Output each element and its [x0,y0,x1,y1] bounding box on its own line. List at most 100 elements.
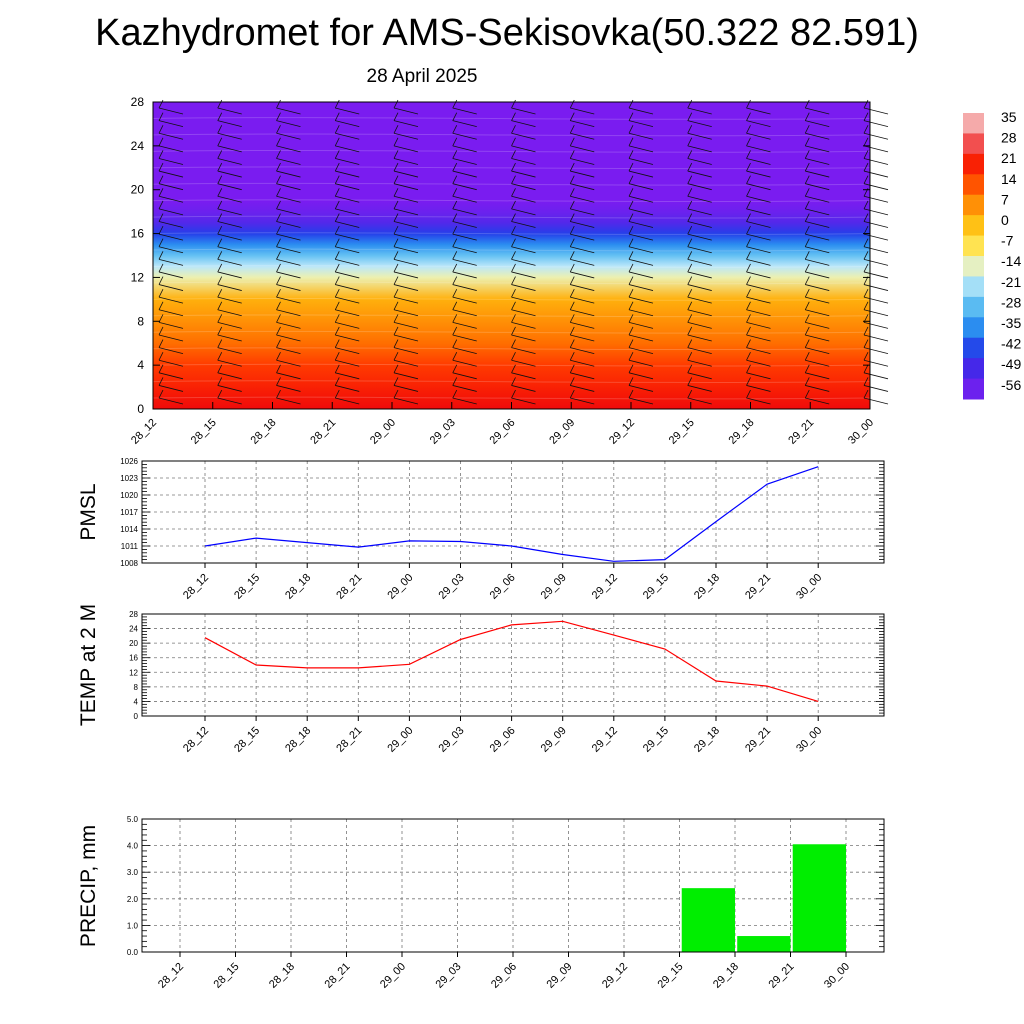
wind-barb-flag [158,276,164,285]
wind-barb [217,321,242,329]
wind-barb [746,385,771,392]
wind-barb-flag [628,276,634,285]
wind-barb-flag [393,276,399,285]
wind-barb [628,284,654,291]
x-tick-label: 28_21 [323,961,353,991]
wind-barb [217,284,242,291]
x-tick-label: 30_00 [846,417,876,447]
wind-barb [687,221,712,228]
wind-barb [511,195,536,203]
wind-barb-flag [511,99,516,109]
wind-barb [863,195,889,203]
wind-barb-flag [217,213,223,222]
wind-barb-flag [158,251,164,260]
wind-barb-flag [687,137,693,147]
wind-barb-flag [276,301,281,310]
wind-barb-flag [334,389,340,399]
wind-barb [158,183,184,191]
wind-barb [393,158,419,165]
wind-barb [687,284,712,291]
wind-barb-flag [158,112,164,121]
wind-barb-flag [804,125,810,134]
colorbar-segment [963,153,984,175]
wind-barb [335,183,360,191]
wind-barb [335,309,360,317]
y-tick-label: 1023 [120,474,138,483]
wind-barb-flag [276,288,281,298]
wind-barb-flag [452,150,458,159]
colorbar-segment [963,358,984,380]
wind-barb [276,145,301,153]
wind-barb-flag [863,339,869,348]
wind-barb-flag [863,125,869,134]
wind-barb-flag [804,251,810,260]
wind-barb [570,359,595,367]
wind-barb-flag [511,326,516,336]
wind-barb [687,246,712,254]
wind-barb [335,195,360,203]
wind-barb [158,233,184,241]
wind-barb-flag [628,301,634,310]
wind-barb-flag [511,238,516,247]
wind-barb-flag [746,99,751,109]
wind-barb-flag [158,263,164,273]
wind-barb [452,296,477,304]
wind-barb [276,296,301,304]
x-tick-label: 30_00 [794,572,824,602]
wind-barb-flag [217,162,223,172]
wind-barb [335,170,360,178]
wind-barb [335,334,360,342]
wind-barb-flag [628,112,634,121]
wind-barb-flag [217,326,223,336]
wind-barb [628,359,654,367]
wind-barb-flag [628,125,634,134]
wind-barb [805,359,830,367]
wind-barb [511,208,536,216]
wind-barb [276,107,301,115]
wind-barb-flag [393,288,399,298]
wind-barb [628,372,654,380]
wind-barb [511,321,536,329]
wind-barb-flag [746,137,751,147]
wind-barb [687,372,712,380]
wind-barb [335,347,360,354]
wind-barb-flag [334,276,340,285]
x-tick-label: 29_12 [590,725,620,755]
wind-barb-flag [276,137,281,147]
wind-barb-flag [569,225,575,235]
wind-barb [158,170,184,178]
wind-barb [628,258,654,266]
wind-barb-flag [569,288,575,298]
wind-barb-flag [628,377,634,386]
wind-barb [452,233,477,241]
x-tick-label: 29_21 [767,961,797,991]
wind-barb [628,132,654,140]
wind-barb-flag [804,263,810,273]
wind-barb [276,334,301,342]
wind-barb [863,359,889,367]
wind-barb-flag [158,137,164,147]
wind-barb [805,284,830,291]
wind-barb-flag [863,175,869,184]
wind-barb [393,372,419,380]
wind-barb-flag [276,99,281,109]
wind-barb-flag [746,301,751,310]
wind-barb [452,284,477,291]
wind-barb-flag [569,276,575,285]
wind-barb [217,145,242,153]
wind-barb [393,195,419,203]
wind-barb [335,246,360,254]
wind-barb [158,246,184,254]
wind-barb-flag [276,225,281,235]
wind-barb-flag [158,213,164,222]
wind-barb [570,158,595,165]
wind-barb [217,221,242,228]
x-tick-label: 29_18 [692,725,722,755]
wind-barb-flag [276,188,281,197]
wind-barb [158,107,184,115]
wind-barb-flag [334,288,340,298]
wind-barb-flag [452,364,458,373]
wind-barb-flag [804,301,810,310]
wind-barb-flag [334,188,340,197]
wind-barb-flag [393,389,399,399]
